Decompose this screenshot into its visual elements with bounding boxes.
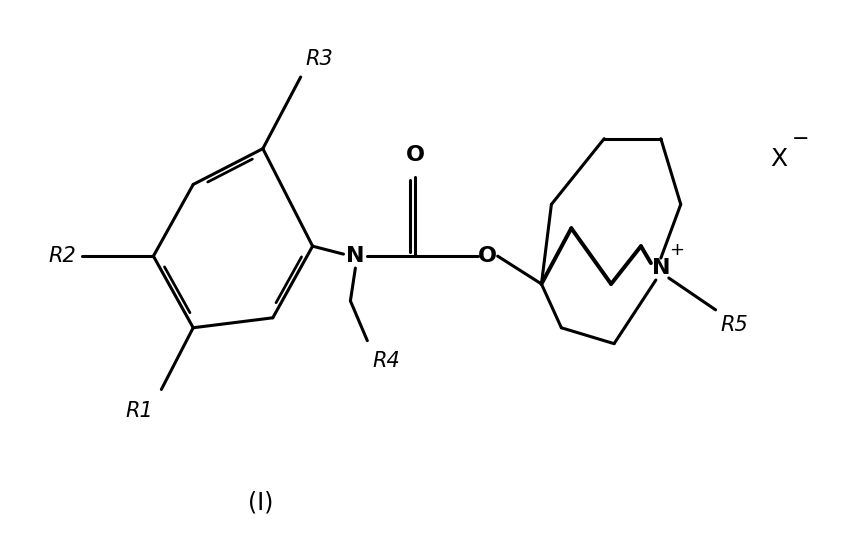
Text: +: + — [670, 241, 684, 259]
Text: N: N — [346, 246, 365, 266]
Text: R4: R4 — [372, 351, 400, 371]
Text: N: N — [651, 258, 670, 278]
Text: O: O — [478, 246, 497, 266]
Text: R5: R5 — [721, 315, 748, 335]
Text: O: O — [405, 145, 424, 165]
Text: R2: R2 — [48, 246, 76, 266]
Text: X: X — [771, 147, 787, 171]
Text: R3: R3 — [306, 49, 334, 69]
Text: −: − — [791, 128, 809, 148]
Text: (I): (I) — [248, 491, 274, 515]
Text: R1: R1 — [125, 401, 154, 421]
